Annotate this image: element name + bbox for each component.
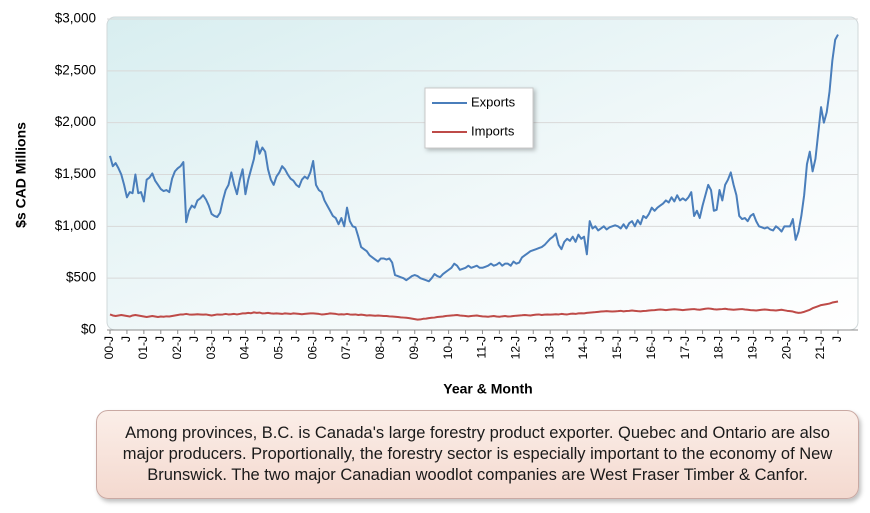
- x-tick-label: 21-J: [813, 336, 827, 359]
- x-tick-label: 19-J: [746, 336, 760, 359]
- x-tick-label: J: [153, 336, 167, 342]
- y-tick-label: $1,000: [55, 218, 96, 233]
- y-tick-label: $3,000: [55, 11, 96, 26]
- x-tick-label: J: [424, 336, 438, 342]
- x-tick-label: J: [830, 336, 844, 342]
- x-tick-label: J: [695, 336, 709, 342]
- x-tick-label: J: [255, 336, 269, 342]
- x-tick-label: J: [593, 336, 607, 342]
- x-tick-label: 17-J: [678, 336, 692, 359]
- x-tick-label: 11-J: [475, 336, 489, 358]
- y-tick-label: $500: [66, 270, 96, 285]
- x-tick-label: J: [661, 336, 675, 342]
- x-tick-label: J: [322, 336, 336, 342]
- x-tick-label: 09-J: [407, 336, 421, 359]
- series-line: [109, 300, 839, 321]
- x-tick-label: J: [288, 336, 302, 342]
- x-tick-label: 05-J: [271, 336, 285, 359]
- x-tick-label: J: [492, 336, 506, 342]
- x-tick-label: 07-J: [339, 336, 353, 359]
- x-tick-label: 01-J: [136, 336, 150, 359]
- x-tick-label: 15-J: [610, 336, 624, 359]
- legend: Exports Imports: [424, 87, 534, 149]
- x-tick-label: 14-J: [576, 336, 590, 359]
- x-tick-label: 00-J: [102, 336, 116, 359]
- x-tick-label: J: [762, 336, 776, 342]
- y-axis-title: $s CAD Millions: [13, 122, 29, 228]
- x-tick-label: J: [796, 336, 810, 342]
- y-tick-label: $0: [81, 322, 96, 337]
- x-tick-label: J: [627, 336, 641, 342]
- x-tick-label: 10-J: [441, 336, 455, 359]
- x-tick-label: 08-J: [373, 336, 387, 359]
- x-tick-label: 20-J: [779, 336, 793, 359]
- x-tick-label: J: [187, 336, 201, 342]
- x-tick-label: 04-J: [238, 336, 252, 359]
- legend-box: [424, 87, 534, 149]
- x-tick-label: J: [356, 336, 370, 342]
- plot-area: [106, 16, 859, 331]
- x-tick-label: J: [729, 336, 743, 342]
- lines: [109, 34, 839, 321]
- x-tick-label: J: [525, 336, 539, 342]
- legend-label: Exports: [471, 94, 516, 109]
- x-tick-label: 02-J: [170, 336, 184, 359]
- x-tick-label: J: [390, 336, 404, 342]
- x-tick-label: 18-J: [712, 336, 726, 359]
- x-tick-label: 16-J: [644, 336, 658, 359]
- x-tick-label: J: [559, 336, 573, 342]
- x-tick-label: 12-J: [508, 336, 522, 359]
- x-tick-label: J: [458, 336, 472, 342]
- annotation: Among provinces, B.C. is Canada's large …: [96, 410, 859, 499]
- y-tick-label: $2,500: [55, 62, 96, 77]
- x-tick-label: 13-J: [542, 336, 556, 359]
- x-tick-label: 03-J: [204, 336, 218, 359]
- x-tick-label: 06-J: [305, 336, 319, 359]
- series-line: [109, 34, 839, 283]
- x-tick-label: J: [221, 336, 235, 342]
- legend-label: Imports: [471, 123, 515, 138]
- x-axis-title: Year & Month: [443, 381, 532, 397]
- y-tick-label: $2,000: [55, 114, 96, 129]
- x-tick-label: J: [119, 336, 133, 342]
- chart: $s CAD Millions Year & Month Exports Impo…: [13, 11, 859, 397]
- y-tick-label: $1,500: [55, 166, 96, 181]
